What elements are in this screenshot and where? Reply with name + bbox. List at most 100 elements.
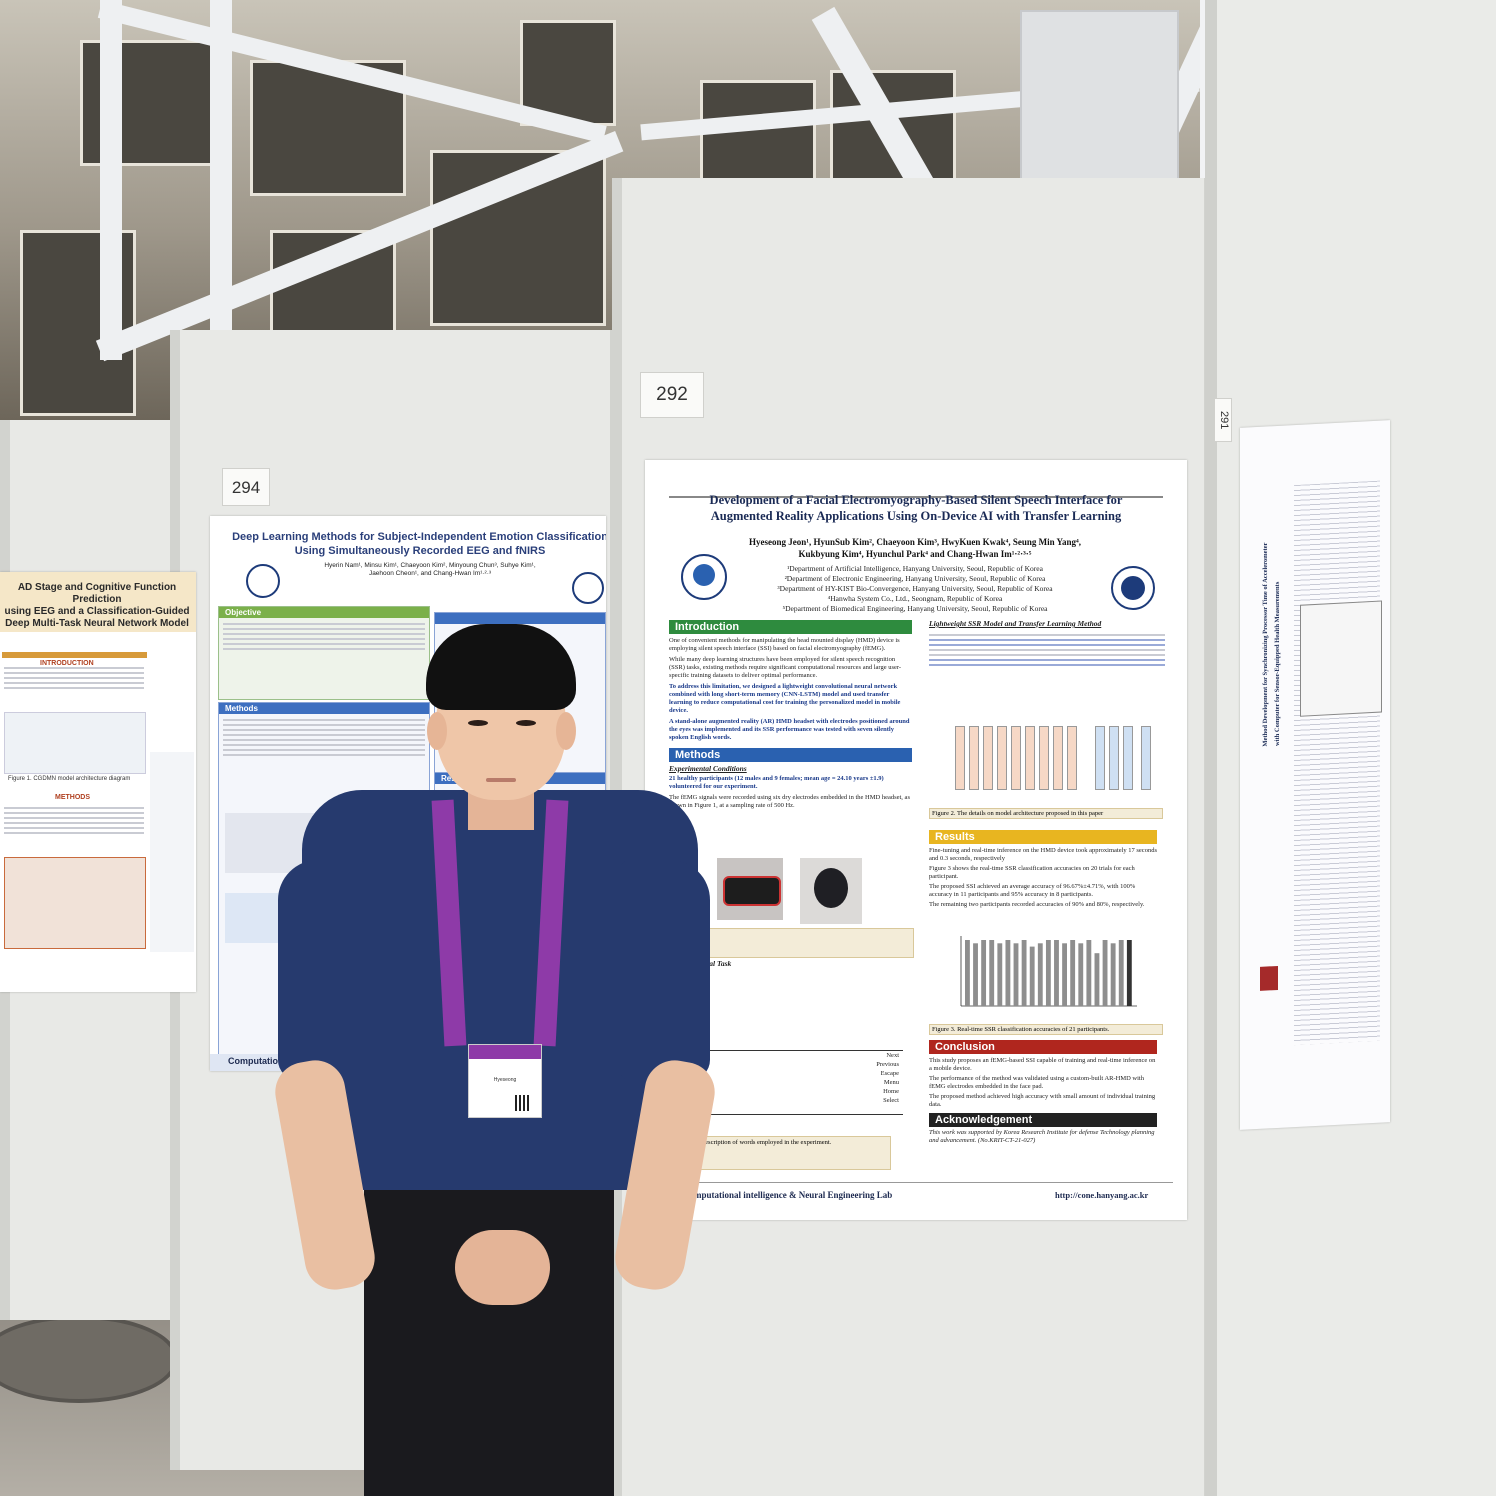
eye-left <box>468 720 488 726</box>
accuracy-bar <box>1005 940 1011 1006</box>
poster-292-authors-1: Hyeseong Jeon¹, HyunSub Kim², Chaeyoon K… <box>749 537 1081 547</box>
hair <box>426 624 576 710</box>
accuracy-bar <box>1054 940 1059 1006</box>
poster-left-title-1: AD Stage and Cognitive Function Predicti… <box>17 582 177 605</box>
accuracy-bar <box>1094 953 1100 1006</box>
poster-292-right-sub: Lightweight SSR Model and Transfer Learn… <box>929 619 1102 628</box>
accuracy-bar <box>965 940 970 1006</box>
poster-292-hmd-photo-a <box>717 858 783 920</box>
poster-292-logo-hanyang <box>1111 566 1155 610</box>
poster-294-title-2: Using Simultaneously Recorded EEG and fN… <box>294 545 546 557</box>
poster-294-section-methods: Methods <box>219 703 429 714</box>
shirt-sleeve-right <box>620 860 710 1080</box>
poster-292-intro-bullet-1: One of convenient methods for manipulati… <box>669 637 900 652</box>
poster-292-results-head: Results <box>929 830 1157 844</box>
accuracy-bar <box>981 940 987 1006</box>
accuracy-bar <box>1086 940 1092 1006</box>
poster-292-methods-head: Methods <box>669 748 912 762</box>
poster-292: Development of a Facial Electromyography… <box>645 460 1187 1220</box>
mouth <box>486 778 516 782</box>
poster-292-logo-cone <box>681 554 727 600</box>
poster-292-footer-url: http://cone.hanyang.ac.kr <box>1055 1190 1149 1200</box>
accuracy-bar <box>1126 940 1132 1006</box>
poster-left-title-2: using EEG and a Classification-Guided <box>4 606 190 617</box>
poster-left-diagram <box>4 857 146 949</box>
poster-292-methods-bullet-1: 21 healthy participants (12 males and 9 … <box>669 775 884 790</box>
poster-292-intro-head: Introduction <box>669 620 912 634</box>
poster-294-logo-left <box>246 564 280 598</box>
trousers <box>364 1175 614 1496</box>
poster-292-ack-head: Acknowledgement <box>929 1113 1157 1127</box>
table-cell-meaning: Menu <box>883 1079 899 1086</box>
table-cell-meaning: Home <box>883 1088 899 1095</box>
poster-294-section-objective: Objective <box>219 607 429 618</box>
table-cell-meaning: Previous <box>876 1061 899 1068</box>
board-number-292: 292 <box>640 372 704 418</box>
accuracy-bar <box>1118 940 1124 1006</box>
poster-292-accuracy-chart <box>960 936 1137 1007</box>
ear-left <box>427 712 447 750</box>
board-number-294: 294 <box>222 468 270 506</box>
poster-292-conclusion-bullet-1: This study proposes an fEMG-based SSI ca… <box>929 1057 1156 1072</box>
poster-292-footer-lab: Computational intelligence & Neural Engi… <box>683 1190 893 1200</box>
poster-292-results-bullet-1: Fine-tuning and real-time inference on t… <box>929 847 1157 862</box>
poster-292-affiliation-3: ³Department of HY-KIST Bio-Convergence, … <box>777 584 1053 593</box>
accuracy-bar <box>1029 946 1035 1006</box>
poster-left: AD Stage and Cognitive Function Predicti… <box>0 572 196 992</box>
poster-294-footer: Computational <box>228 1056 291 1066</box>
poster-292-intro-bullet-2: While many deep learning structures have… <box>669 656 902 679</box>
poster-294-authors: Hyerin Nam¹, Minsu Kim¹, Chaeyoon Kim², … <box>324 562 536 577</box>
badge-qr-code <box>515 1095 531 1111</box>
accuracy-bar <box>989 940 995 1006</box>
poster-292-intro-bullet-4: A stand-alone augmented reality (AR) HMD… <box>669 718 910 741</box>
poster-292-methods-bullet-2: The fEMG signals were recorded using six… <box>669 794 910 809</box>
poster-292-ack-text: This work was supported by Korea Researc… <box>929 1129 1155 1144</box>
poster-292-conclusion-bullet-2: The performance of the method was valida… <box>929 1075 1144 1090</box>
poster-292-affiliation-5: ⁵Department of Biomedical Engineering, H… <box>782 604 1048 613</box>
poster-292-affiliation-1: ¹Department of Artificial Intelligence, … <box>787 564 1043 573</box>
table-cell-meaning: Next <box>886 1052 899 1059</box>
poster-left-title-3: Deep Multi-Task Neural Network Model <box>5 618 189 629</box>
poster-left-section-methods: METHODS <box>55 794 90 801</box>
ear-right <box>556 712 576 750</box>
poster-left-section-intro: INTRODUCTION <box>40 660 94 667</box>
poster-292-authors-2: Kukbyung Kim⁴, Hyunchul Park⁴ and Chang-… <box>798 549 1032 559</box>
poster-294-logo-right <box>572 572 604 604</box>
poster-292-fig3-caption: Figure 3. Real-time SSR classification a… <box>929 1024 1163 1035</box>
accuracy-bar <box>1110 943 1116 1006</box>
accuracy-bar <box>1045 940 1051 1006</box>
accuracy-bar <box>1062 943 1067 1006</box>
accuracy-bar <box>973 943 978 1006</box>
poster-292-intro-bullet-3: To address this limitation, we designed … <box>669 683 901 714</box>
table-cell-meaning: Select <box>883 1097 899 1104</box>
accuracy-bar <box>1037 943 1043 1006</box>
badge-name: Hyeseong <box>493 1077 517 1083</box>
poster-292-affiliation-2: ²Department of Electronic Engineering, H… <box>784 574 1046 583</box>
accuracy-bar <box>1102 940 1108 1006</box>
poster-292-conclusion-head: Conclusion <box>929 1040 1157 1054</box>
eye-right <box>516 720 536 726</box>
hands <box>455 1230 550 1305</box>
poster-right: Method Development for Synchronizing Pro… <box>1240 420 1390 1130</box>
poster-292-exp-cond: Experimental Conditions <box>669 764 747 773</box>
name-badge: Hyeseong <box>468 1044 542 1118</box>
accuracy-bar <box>1078 943 1084 1006</box>
poster-292-title-1: Development of a Facial Electromyography… <box>709 493 1123 507</box>
accuracy-bar <box>1021 940 1027 1006</box>
poster-right-logo <box>1260 965 1278 991</box>
poster-294-title-1: Deep Learning Methods for Subject-Indepe… <box>232 531 606 543</box>
accuracy-bar <box>997 943 1003 1006</box>
accuracy-bar <box>1013 943 1019 1006</box>
accuracy-bar <box>1070 940 1076 1006</box>
poster-292-fig2-caption: Figure 2. The details on model architect… <box>929 808 1163 819</box>
poster-292-title-2: Augmented Reality Applications Using On-… <box>710 509 1122 523</box>
poster-292-results-bullet-3: The proposed SSI achieved an average acc… <box>929 883 1136 898</box>
table-cell-meaning: Escape <box>880 1070 899 1077</box>
poster-left-caption: Figure 1. CGDMN model architecture diagr… <box>8 776 131 782</box>
poster-right-title-1: Method Development for Synchronizing Pro… <box>1262 542 1269 747</box>
poster-right-title-2: with Computer for Sensor-Equipped Health… <box>1274 581 1281 747</box>
poster-left-figure <box>4 712 146 774</box>
poster-292-affiliation-4: ⁴Hanwha System Co., Ltd., Seongnam, Repu… <box>827 594 1003 603</box>
poster-292-architecture <box>945 722 1155 800</box>
board-number-291: 291 <box>1214 398 1232 442</box>
